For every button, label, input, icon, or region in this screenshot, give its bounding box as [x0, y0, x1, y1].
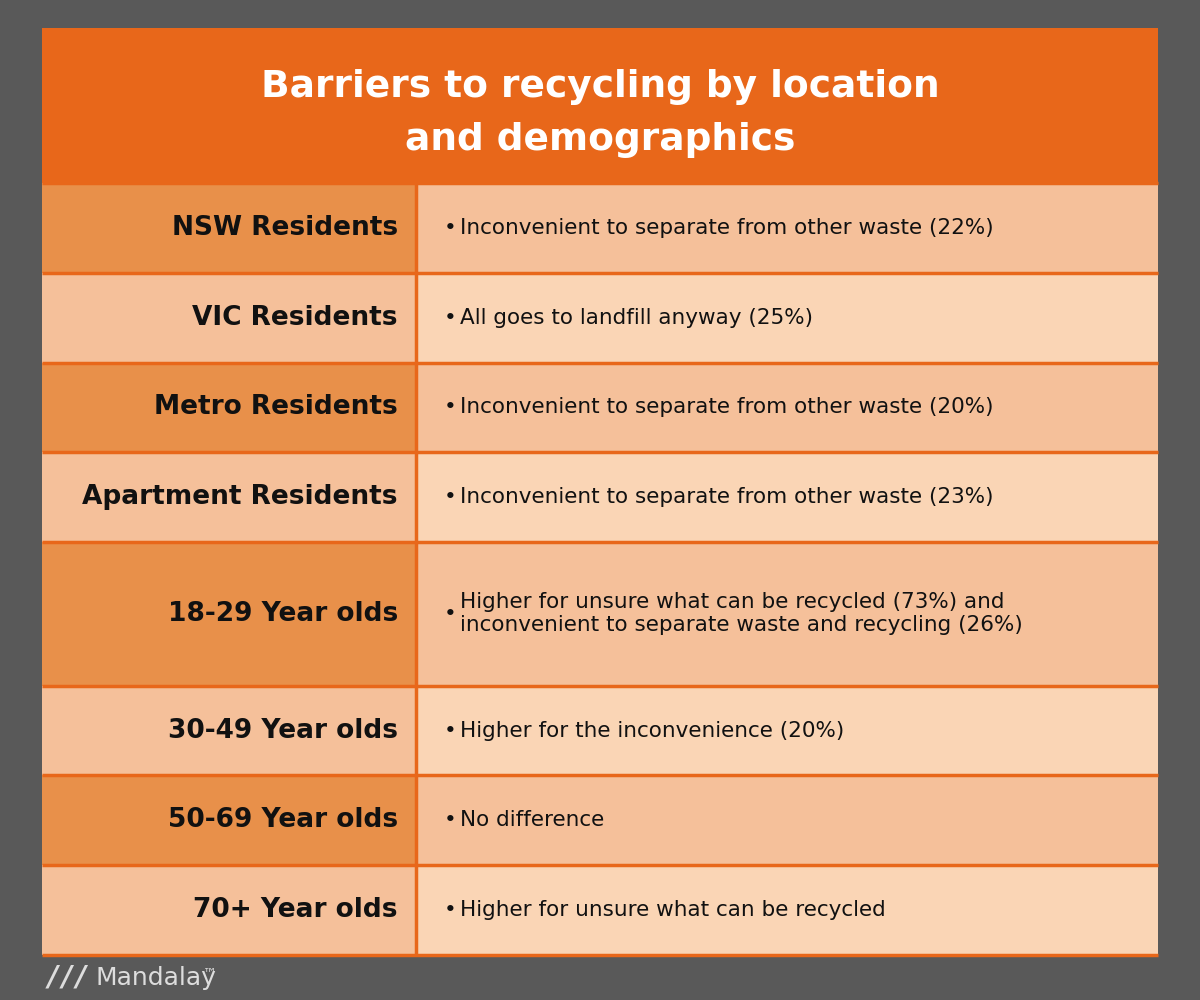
Text: Higher for unsure what can be recycled: Higher for unsure what can be recycled	[460, 900, 886, 920]
Text: No difference: No difference	[460, 810, 604, 830]
Text: •: •	[444, 810, 457, 830]
Text: •: •	[444, 900, 457, 920]
Text: /: /	[48, 964, 58, 992]
Bar	[416, 865, 1158, 955]
Text: •: •	[444, 308, 457, 328]
Bar	[42, 28, 1158, 183]
Text: •: •	[444, 218, 457, 238]
Text: Mandalay: Mandalay	[96, 966, 217, 990]
Text: •: •	[444, 487, 457, 507]
Bar	[42, 775, 416, 865]
Text: Apartment Residents: Apartment Residents	[83, 484, 398, 510]
Text: Higher for unsure what can be recycled (73%) and
inconvenient to separate waste : Higher for unsure what can be recycled (…	[460, 592, 1022, 635]
Text: Inconvenient to separate from other waste (22%): Inconvenient to separate from other wast…	[460, 218, 994, 238]
Text: Inconvenient to separate from other waste (23%): Inconvenient to separate from other wast…	[460, 487, 994, 507]
Bar	[416, 273, 1158, 363]
Bar	[416, 183, 1158, 273]
Text: /: /	[62, 964, 72, 992]
Text: ™: ™	[203, 966, 217, 980]
Bar	[42, 686, 416, 775]
Text: 50-69 Year olds: 50-69 Year olds	[168, 807, 398, 833]
Bar	[416, 542, 1158, 686]
Bar	[42, 183, 416, 273]
Text: All goes to landfill anyway (25%): All goes to landfill anyway (25%)	[460, 308, 812, 328]
Text: 30-49 Year olds: 30-49 Year olds	[168, 718, 398, 744]
Text: Barriers to recycling by location: Barriers to recycling by location	[260, 69, 940, 105]
Bar	[42, 452, 416, 542]
Text: Inconvenient to separate from other waste (20%): Inconvenient to separate from other wast…	[460, 397, 994, 417]
Text: Higher for the inconvenience (20%): Higher for the inconvenience (20%)	[460, 721, 844, 741]
Bar	[416, 775, 1158, 865]
Bar	[0, 28, 42, 955]
Text: 18-29 Year olds: 18-29 Year olds	[168, 601, 398, 627]
Text: •: •	[444, 604, 457, 624]
Bar	[42, 542, 416, 686]
Bar	[416, 686, 1158, 775]
Text: NSW Residents: NSW Residents	[172, 215, 398, 241]
Text: Metro Residents: Metro Residents	[154, 394, 398, 420]
Text: 70+ Year olds: 70+ Year olds	[193, 897, 398, 923]
Bar	[0, 0, 1200, 28]
Bar	[42, 363, 416, 452]
Text: /: /	[76, 964, 86, 992]
Bar	[416, 452, 1158, 542]
Bar	[0, 955, 1200, 1000]
Bar	[42, 865, 416, 955]
Bar	[1158, 28, 1200, 955]
Text: •: •	[444, 721, 457, 741]
Text: and demographics: and demographics	[404, 122, 796, 158]
Text: VIC Residents: VIC Residents	[192, 305, 398, 331]
Bar	[416, 363, 1158, 452]
Bar	[42, 273, 416, 363]
Text: •: •	[444, 397, 457, 417]
